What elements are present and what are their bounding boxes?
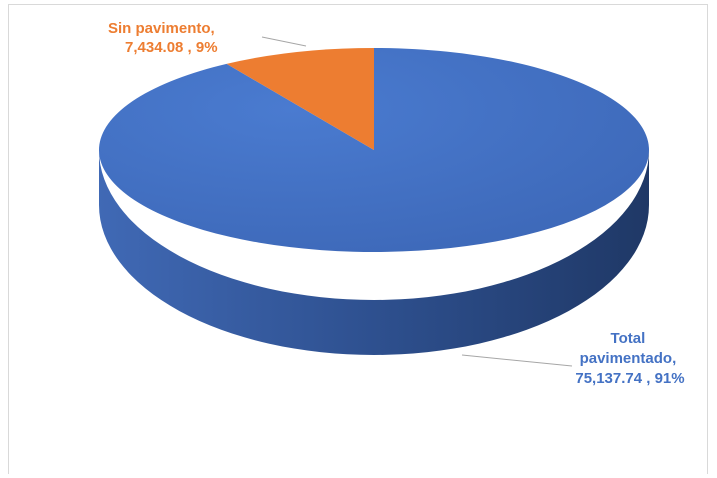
- pie-slice-sin-pavimento[interactable]: [226, 48, 374, 150]
- label-total-line1: Total: [611, 330, 646, 347]
- label-total-line3: 75,137.74 , 91%: [575, 370, 684, 387]
- data-label-total-pavimentado: Total pavimentado, 75,137.74 , 91%: [575, 330, 684, 387]
- chart-border: [8, 4, 708, 474]
- label-total-line2: pavimentado,: [580, 350, 677, 367]
- leader-line-sin-pavimento: [261, 36, 307, 47]
- label-sin-pavimento-line1: Sin pavimento,: [108, 20, 215, 37]
- pie-side-wall: [99, 150, 649, 355]
- data-label-sin-pavimento: Sin pavimento, 7,434.08 , 9%: [108, 20, 219, 56]
- pie-slice-total-pavimentado[interactable]: [99, 48, 650, 252]
- leader-line-total-pavimentado: [461, 354, 573, 367]
- label-sin-pavimento-line2: 7,434.08 , 9%: [125, 39, 218, 56]
